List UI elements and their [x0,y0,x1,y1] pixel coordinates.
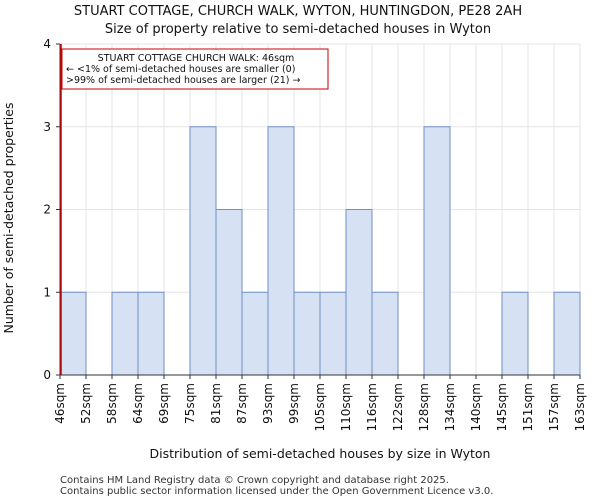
bar-128sqm [423,126,451,376]
x-tick-labels: 46sqm 52sqm 58sqm 64sqm 69sqm 75sqm 81sqm 87sqm… [53,383,587,431]
x-tick-label: 81sqm [209,383,223,424]
y-tick-labels: 0 1 2 3 4 [43,37,51,382]
bar-93sqm [267,126,295,376]
x-tick-label: 105sqm [313,383,327,431]
annotation-line-2: ← <1% of semi-detached houses are smalle… [66,64,295,75]
x-tick-label: 110sqm [339,383,353,431]
x-tick-label: 87sqm [235,383,249,424]
x-axis-label: Distribution of semi-detached houses by … [150,446,491,461]
x-tick-label: 69sqm [157,383,171,424]
x-tick-label: 122sqm [391,383,405,431]
bar-116sqm [371,291,399,376]
chart-title: STUART COTTAGE, CHURCH WALK, WYTON, HUNT… [74,4,522,19]
x-tick-label: 163sqm [573,383,587,431]
x-tick-label: 157sqm [547,383,561,431]
bar-105sqm [319,291,347,376]
bar-110sqm [345,209,373,376]
annotation-line-1: STUART COTTAGE CHURCH WALK: 46sqm [98,53,295,64]
bar-64sqm [137,291,165,376]
y-tick-label: 0 [43,368,51,382]
x-tick-label: 93sqm [261,383,275,424]
bars-group [59,126,581,376]
bar-157sqm [553,291,581,376]
x-tick-label: 151sqm [521,383,535,431]
annotation-line-3: >99% of semi-detached houses are larger … [66,75,300,86]
annotation-box: STUART COTTAGE CHURCH WALK: 46sqm ← <1% … [61,48,329,90]
bar-81sqm [215,209,243,376]
footer-line-1: Contains HM Land Registry data © Crown c… [60,475,449,486]
footer-line-2: Contains public sector information licen… [60,486,493,497]
x-tick-label: 52sqm [79,383,93,424]
x-tick-label: 75sqm [183,383,197,424]
x-tick-label: 46sqm [53,383,67,424]
x-tick-label: 134sqm [443,383,457,431]
bar-99sqm [293,291,321,376]
y-tick-label: 3 [43,120,51,134]
bar-58sqm [111,291,139,376]
bar-145sqm [501,291,529,376]
y-tick-label: 4 [43,37,51,51]
x-tick-label: 116sqm [365,383,379,431]
y-tick-label: 1 [43,285,51,299]
x-tick-label: 99sqm [287,383,301,424]
y-tick-label: 2 [43,203,51,217]
annotation-frame [61,48,329,90]
x-tick-label: 140sqm [469,383,483,431]
axes [56,43,581,379]
x-tick-label: 128sqm [417,383,431,431]
chart-subtitle: Size of property relative to semi-detach… [105,22,491,37]
x-tick-label: 145sqm [495,383,509,431]
x-tick-label: 58sqm [105,383,119,424]
x-tick-label: 64sqm [131,383,145,424]
bar-87sqm [241,291,269,376]
bar-46sqm [59,291,87,376]
y-axis-label: Number of semi-detached properties [1,103,16,334]
bar-75sqm [189,126,217,376]
